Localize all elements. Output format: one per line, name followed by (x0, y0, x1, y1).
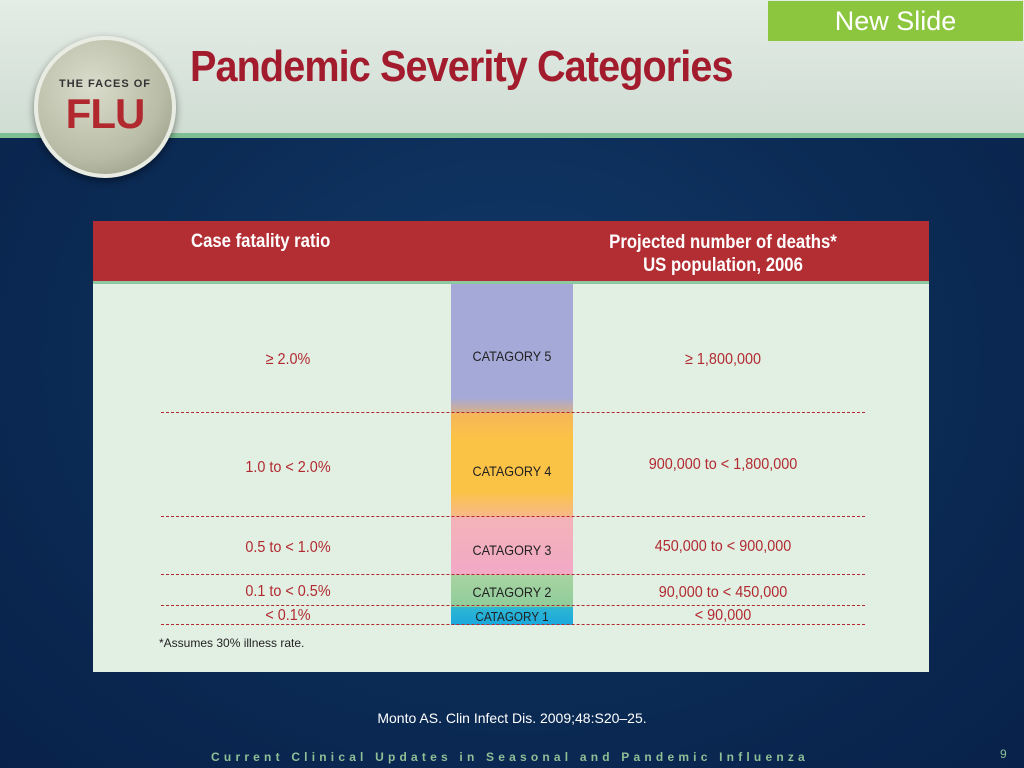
row-divider (161, 574, 865, 575)
logo-main-text: FLU (65, 90, 146, 137)
label-category-1: CATAGORY 1 (475, 609, 549, 624)
citation: Monto AS. Clin Infect Dis. 2009;48:S20–2… (377, 710, 647, 726)
header-case-fatality: Case fatality ratio (191, 231, 331, 252)
category-4-bar (451, 413, 573, 517)
deaths-category-3: 450,000 to < 900,000 (654, 538, 792, 555)
category-2-bar (451, 575, 573, 607)
page-number: 9 (1000, 747, 1007, 761)
cfr-category-2: 0.1 to < 0.5% (245, 583, 331, 600)
category-3-bar (451, 517, 573, 575)
faces-of-flu-logo: THE FACES OF FLU (34, 36, 176, 178)
row-divider (161, 605, 865, 606)
severity-table: Case fatality ratio Projected number of … (93, 221, 929, 672)
label-category-5: CATAGORY 5 (472, 348, 552, 364)
footer-text: Current Clinical Updates in Seasonal and… (211, 750, 809, 764)
row-divider (161, 516, 865, 517)
slide-title: Pandemic Severity Categories (190, 42, 734, 91)
label-category-2: CATAGORY 2 (472, 584, 552, 600)
cfr-category-4: 1.0 to < 2.0% (245, 459, 331, 476)
new-slide-badge: New Slide (768, 1, 1023, 41)
deaths-category-4: 900,000 to < 1,800,000 (648, 456, 798, 473)
table-header: Case fatality ratio Projected number of … (93, 221, 929, 284)
logo-top-text: THE FACES OF (58, 78, 152, 90)
category-1-bar (451, 607, 573, 625)
deaths-category-5: ≥ 1,800,000 (685, 351, 761, 368)
table-footnote: *Assumes 30% illness rate. (159, 636, 305, 650)
header-projected-deaths-line2: US population, 2006 (643, 255, 803, 276)
header-projected-deaths-line1: Projected number of deaths* (609, 232, 837, 253)
cfr-category-3: 0.5 to < 1.0% (245, 539, 331, 556)
deaths-category-2: 90,000 to < 450,000 (658, 584, 788, 601)
row-divider (161, 624, 865, 625)
label-category-3: CATAGORY 3 (472, 542, 552, 558)
category-5-bar (451, 284, 573, 413)
row-divider (161, 412, 865, 413)
cfr-category-5: ≥ 2.0% (265, 351, 311, 368)
deaths-category-1: < 90,000 (694, 607, 752, 624)
cfr-category-1: < 0.1% (265, 607, 311, 624)
header-divider (0, 133, 1024, 138)
label-category-4: CATAGORY 4 (472, 463, 552, 479)
header-projected-deaths: Projected number of deaths* US populatio… (591, 231, 855, 277)
